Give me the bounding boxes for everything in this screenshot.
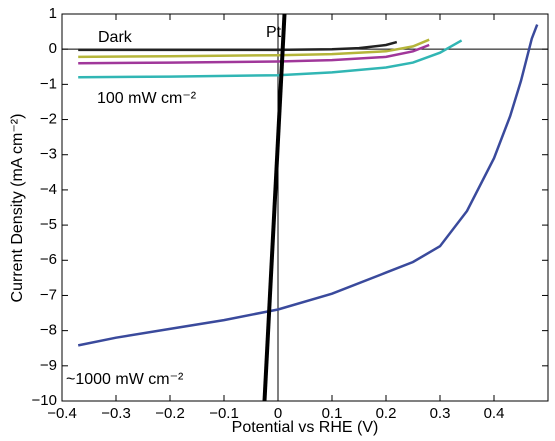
data-line bbox=[78, 43, 430, 65]
annotation: 100 mW cm⁻² bbox=[97, 90, 197, 107]
data-line bbox=[262, 14, 287, 401]
annotation: ~1000 mW cm⁻² bbox=[66, 371, 184, 388]
y-tick-label: −10 bbox=[32, 392, 57, 409]
data-line bbox=[77, 24, 539, 347]
annotation: Pt bbox=[266, 24, 282, 41]
y-tick-label: −3 bbox=[40, 146, 57, 163]
x-tick-label: −0.2 bbox=[155, 405, 185, 422]
y-tick-label: 1 bbox=[49, 5, 57, 22]
x-tick-label: 0.3 bbox=[430, 405, 451, 422]
x-axis-label: Potential vs RHE (V) bbox=[232, 419, 379, 436]
y-tick-label: −8 bbox=[40, 322, 57, 339]
y-tick-label: −5 bbox=[40, 216, 57, 233]
x-tick-label: −0.4 bbox=[47, 405, 77, 422]
data-line bbox=[78, 39, 463, 79]
y-tick-label: −2 bbox=[40, 111, 57, 128]
y-tick-label: 0 bbox=[49, 40, 57, 57]
data-line bbox=[78, 38, 430, 59]
x-tick-label: −0.3 bbox=[101, 405, 131, 422]
y-axis-label: Current Density (mA cm⁻²) bbox=[9, 114, 26, 303]
y-tick-label: −6 bbox=[40, 251, 57, 268]
y-tick-label: −9 bbox=[40, 357, 57, 374]
x-tick-label: 0 bbox=[274, 405, 282, 422]
annotation: Dark bbox=[98, 29, 133, 46]
y-tick-label: −1 bbox=[40, 75, 57, 92]
x-tick-label: 0.2 bbox=[376, 405, 397, 422]
x-tick-label: 0.4 bbox=[484, 405, 505, 422]
x-tick-label: 0.1 bbox=[322, 405, 343, 422]
y-tick-label: −4 bbox=[40, 181, 57, 198]
x-tick-label: −0.1 bbox=[209, 405, 239, 422]
plot-frame bbox=[61, 13, 549, 402]
y-tick-label: −7 bbox=[40, 286, 57, 303]
data-line bbox=[78, 40, 398, 52]
